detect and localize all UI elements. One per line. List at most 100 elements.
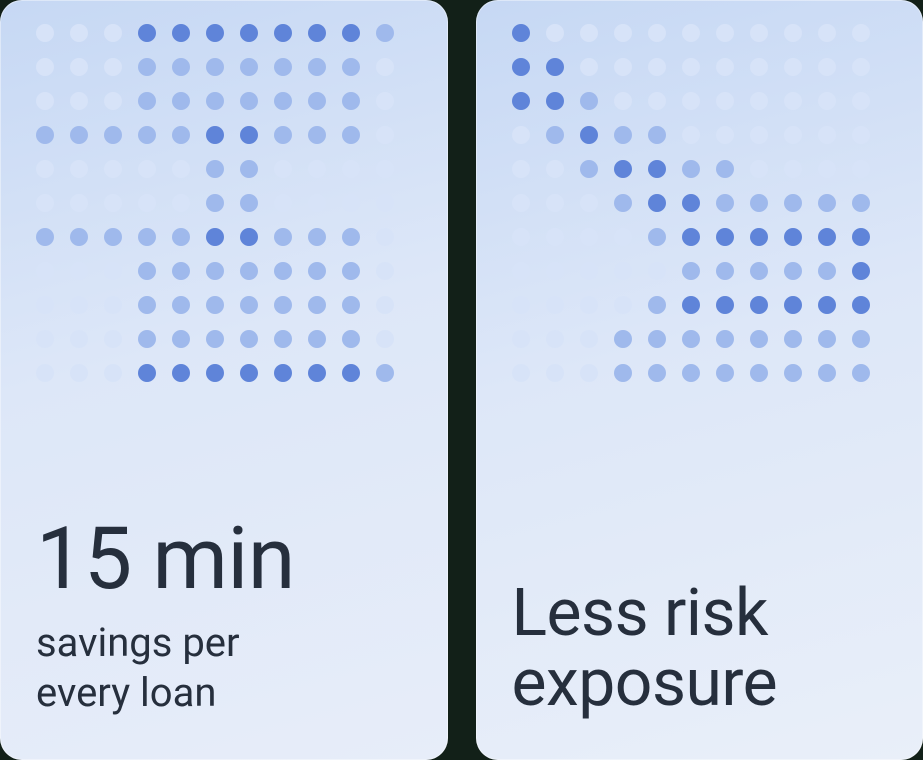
dot — [70, 58, 88, 76]
dot — [36, 296, 54, 314]
dot — [206, 92, 224, 110]
dot — [70, 228, 88, 246]
dot — [512, 160, 530, 178]
dot — [36, 364, 54, 382]
dot — [342, 58, 360, 76]
dot — [716, 160, 734, 178]
dot — [104, 92, 122, 110]
dot — [172, 126, 190, 144]
dot — [376, 262, 394, 280]
dot — [750, 160, 768, 178]
dot — [852, 92, 870, 110]
dot — [852, 228, 870, 246]
dot — [274, 262, 292, 280]
dot — [682, 24, 700, 42]
dot — [818, 262, 836, 280]
dot — [682, 228, 700, 246]
dot — [750, 58, 768, 76]
dot — [716, 194, 734, 212]
dot — [716, 58, 734, 76]
dot — [512, 364, 530, 382]
dot — [512, 330, 530, 348]
dot — [36, 58, 54, 76]
dot — [784, 330, 802, 348]
dot — [750, 364, 768, 382]
dot — [546, 194, 564, 212]
dot — [308, 228, 326, 246]
dot — [172, 92, 190, 110]
dot — [240, 330, 258, 348]
dot — [818, 160, 836, 178]
dot — [240, 160, 258, 178]
dot — [546, 262, 564, 280]
dot — [70, 126, 88, 144]
dot — [852, 194, 870, 212]
dot — [512, 228, 530, 246]
dot — [240, 228, 258, 246]
dot — [342, 92, 360, 110]
dot — [240, 194, 258, 212]
dot — [240, 58, 258, 76]
dot — [852, 364, 870, 382]
dot — [852, 24, 870, 42]
dot — [138, 262, 156, 280]
dot — [36, 330, 54, 348]
dot — [172, 194, 190, 212]
dot — [206, 296, 224, 314]
dot — [104, 296, 122, 314]
dot — [546, 126, 564, 144]
dot — [818, 330, 836, 348]
dot — [104, 330, 122, 348]
dot — [138, 24, 156, 42]
dot — [750, 92, 768, 110]
dot — [682, 262, 700, 280]
dot — [512, 24, 530, 42]
dot — [512, 194, 530, 212]
dot — [70, 194, 88, 212]
dot — [274, 58, 292, 76]
dot — [240, 364, 258, 382]
dot — [342, 194, 360, 212]
dot — [376, 92, 394, 110]
dot — [138, 296, 156, 314]
dot — [308, 296, 326, 314]
dot — [648, 262, 666, 280]
card-row: 15 min savings per every loan Less risk … — [0, 0, 923, 760]
dot — [614, 194, 632, 212]
dot — [308, 58, 326, 76]
dot — [818, 228, 836, 246]
dot — [172, 330, 190, 348]
dot — [750, 296, 768, 314]
dot — [274, 160, 292, 178]
dot — [70, 92, 88, 110]
dot — [138, 194, 156, 212]
dot — [172, 24, 190, 42]
dot — [342, 126, 360, 144]
dot — [852, 160, 870, 178]
dot — [36, 160, 54, 178]
dot — [104, 194, 122, 212]
dot — [274, 92, 292, 110]
dot — [36, 194, 54, 212]
dot — [818, 364, 836, 382]
text-block-risk: Less risk exposure — [512, 579, 892, 724]
dot — [376, 194, 394, 212]
dot — [546, 228, 564, 246]
dot — [274, 194, 292, 212]
dot — [784, 194, 802, 212]
dot — [648, 228, 666, 246]
dot — [546, 24, 564, 42]
dot — [308, 194, 326, 212]
dot — [206, 194, 224, 212]
dot — [648, 24, 666, 42]
dot — [240, 126, 258, 144]
dot — [36, 228, 54, 246]
dot — [240, 92, 258, 110]
dot — [308, 330, 326, 348]
dot — [682, 92, 700, 110]
dot — [818, 126, 836, 144]
dot — [172, 364, 190, 382]
dot — [240, 24, 258, 42]
dot — [580, 296, 598, 314]
dot — [512, 126, 530, 144]
